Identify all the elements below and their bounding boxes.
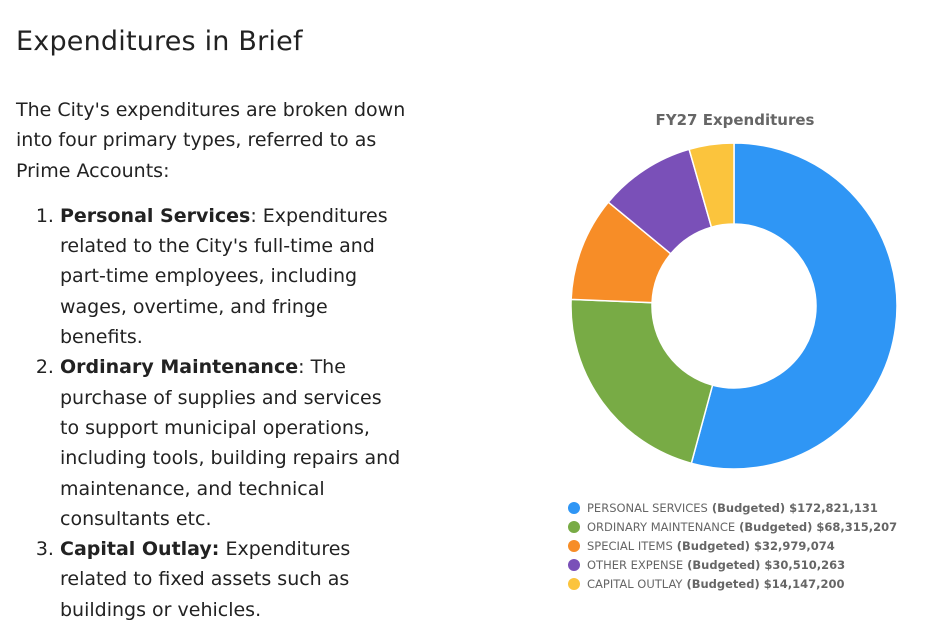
legend-qualifier: (Budgeted) xyxy=(687,557,761,572)
item-description: Expenditures related to the City's full-… xyxy=(60,204,388,349)
slice-capital-outlay[interactable] xyxy=(688,142,735,229)
legend-swatch xyxy=(568,558,580,571)
legend-swatch xyxy=(568,539,580,552)
legend-value: $68,315,207 xyxy=(816,519,898,534)
legend-label: OTHER EXPENSE xyxy=(587,557,684,572)
chart-legend: PERSONAL SERVICES (Budgeted) $172,821,131 O… xyxy=(568,498,897,593)
item-separator: : xyxy=(250,204,263,227)
item-term: Capital Outlay: xyxy=(60,538,220,561)
prime-accounts-list: Personal Services: Expenditures related … xyxy=(16,201,406,625)
legend-label: SPECIAL ITEMS xyxy=(587,538,673,553)
content-column: The City's expenditures are broken down … xyxy=(16,95,406,625)
legend-swatch xyxy=(568,577,580,590)
donut-chart: FY27 Expenditures xyxy=(570,111,898,470)
legend-item[interactable]: CAPITAL OUTLAY (Budgeted) $14,147,200 xyxy=(568,574,897,593)
slice-personal-services[interactable] xyxy=(690,142,898,470)
legend-item[interactable]: ORDINARY MAINTENANCE (Budgeted) $68,315,20… xyxy=(568,517,897,536)
legend-value: $32,979,074 xyxy=(754,538,835,553)
legend-value: $30,510,263 xyxy=(764,557,846,572)
list-item: Capital Outlay: Expenditures related to … xyxy=(60,534,406,625)
list-item: Ordinary Maintenance: The purchase of su… xyxy=(60,352,406,534)
item-term: Personal Services xyxy=(60,204,251,227)
legend-swatch xyxy=(568,520,580,533)
legend-value: $172,821,131 xyxy=(789,500,878,515)
chart-title: FY27 Expenditures xyxy=(656,111,815,129)
legend-label: ORDINARY MAINTENANCE xyxy=(587,519,736,534)
legend-item[interactable]: PERSONAL SERVICES (Budgeted) $172,821,131 xyxy=(568,498,897,517)
legend-qualifier: (Budgeted) xyxy=(676,538,751,553)
legend-swatch xyxy=(568,501,580,514)
page-title: Expenditures in Brief xyxy=(16,26,303,57)
legend-qualifier: (Budgeted) xyxy=(686,576,760,591)
list-item: Personal Services: Expenditures related … xyxy=(60,201,406,352)
item-description: The purchase of supplies and services to… xyxy=(60,356,401,530)
legend-qualifier: (Budgeted) xyxy=(739,519,813,534)
expenditures-chart: FY27 Expenditures PERSONAL SERVICES (Budg… xyxy=(548,96,928,606)
legend-value: $14,147,200 xyxy=(763,576,845,591)
slice-ordinary-maintenance[interactable] xyxy=(570,298,714,465)
intro-paragraph: The City's expenditures are broken down … xyxy=(16,99,406,182)
item-separator: : xyxy=(298,356,311,379)
legend-item[interactable]: OTHER EXPENSE (Budgeted) $30,510,263 xyxy=(568,555,897,574)
legend-item[interactable]: SPECIAL ITEMS (Budgeted) $32,979,074 xyxy=(568,536,897,555)
legend-label: CAPITAL OUTLAY xyxy=(587,576,683,591)
legend-label: PERSONAL SERVICES xyxy=(587,500,708,515)
legend-qualifier: (Budgeted) xyxy=(711,500,786,515)
item-term: Ordinary Maintenance xyxy=(60,356,299,379)
chart-slices xyxy=(570,142,898,470)
